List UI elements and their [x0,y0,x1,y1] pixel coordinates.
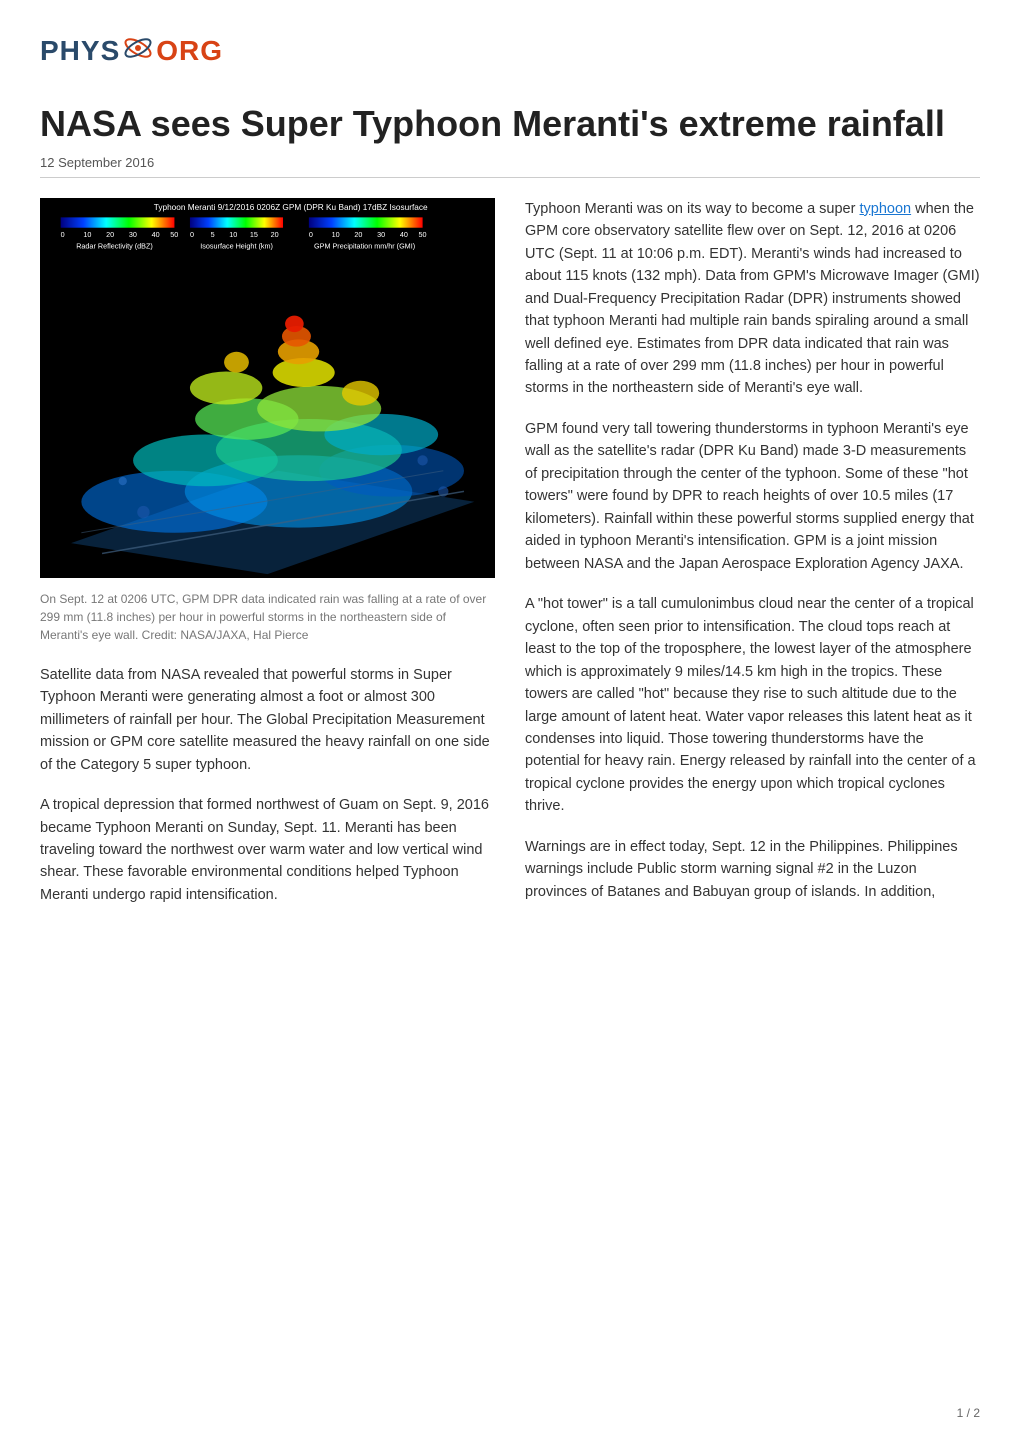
content-wrapper: Typhoon Meranti 9/12/2016 0206Z GPM (DPR… [40,198,980,925]
body-paragraph: Typhoon Meranti was on its way to become… [525,198,980,400]
svg-text:5: 5 [211,230,215,239]
right-column: Typhoon Meranti was on its way to become… [525,198,980,925]
svg-text:0: 0 [309,230,313,239]
body-paragraph: Warnings are in effect today, Sept. 12 i… [525,836,980,903]
article-title: NASA sees Super Typhoon Meranti's extrem… [40,102,980,145]
svg-text:0: 0 [61,230,65,239]
header-divider [40,177,980,178]
body-paragraph: A "hot tower" is a tall cumulonimbus clo… [525,593,980,818]
figure: Typhoon Meranti 9/12/2016 0206Z GPM (DPR… [40,198,495,644]
site-logo: PHYS ORG [40,30,980,72]
svg-text:15: 15 [250,230,258,239]
svg-text:50: 50 [418,230,426,239]
paragraph-text: Typhoon Meranti was on its way to become… [525,201,859,217]
svg-text:30: 30 [129,230,137,239]
svg-text:10: 10 [83,230,91,239]
logo-text-org: ORG [156,30,223,72]
body-paragraph: Satellite data from NASA revealed that p… [40,664,495,776]
page-indicator: 1 / 2 [957,1404,980,1422]
svg-text:40: 40 [400,230,408,239]
svg-text:GPM Precipitation mm/hr (GMI): GPM Precipitation mm/hr (GMI) [314,241,415,250]
svg-text:0: 0 [190,230,194,239]
body-paragraph: GPM found very tall towering thunderstor… [525,418,980,575]
body-paragraph: A tropical depression that formed northw… [40,794,495,906]
svg-text:40: 40 [152,230,160,239]
paragraph-text: when the GPM core observatory satellite … [525,201,980,397]
left-column: Typhoon Meranti 9/12/2016 0206Z GPM (DPR… [40,198,495,925]
article-date: 12 September 2016 [40,153,980,173]
svg-text:50: 50 [170,230,178,239]
figure-caption: On Sept. 12 at 0206 UTC, GPM DPR data in… [40,590,495,644]
logo-atom-icon [122,32,154,70]
svg-text:10: 10 [332,230,340,239]
figure-overlay-title: Typhoon Meranti 9/12/2016 0206Z GPM (DPR… [154,203,428,212]
typhoon-link[interactable]: typhoon [859,201,911,217]
logo-text-phys: PHYS [40,30,120,72]
svg-text:10: 10 [229,230,237,239]
svg-text:30: 30 [377,230,385,239]
svg-text:20: 20 [354,230,362,239]
svg-text:20: 20 [271,230,279,239]
figure-image: Typhoon Meranti 9/12/2016 0206Z GPM (DPR… [40,198,495,578]
svg-text:Radar Reflectivity (dBZ): Radar Reflectivity (dBZ) [76,241,153,250]
svg-text:Isosurface Height (km): Isosurface Height (km) [200,241,273,250]
svg-text:20: 20 [106,230,114,239]
